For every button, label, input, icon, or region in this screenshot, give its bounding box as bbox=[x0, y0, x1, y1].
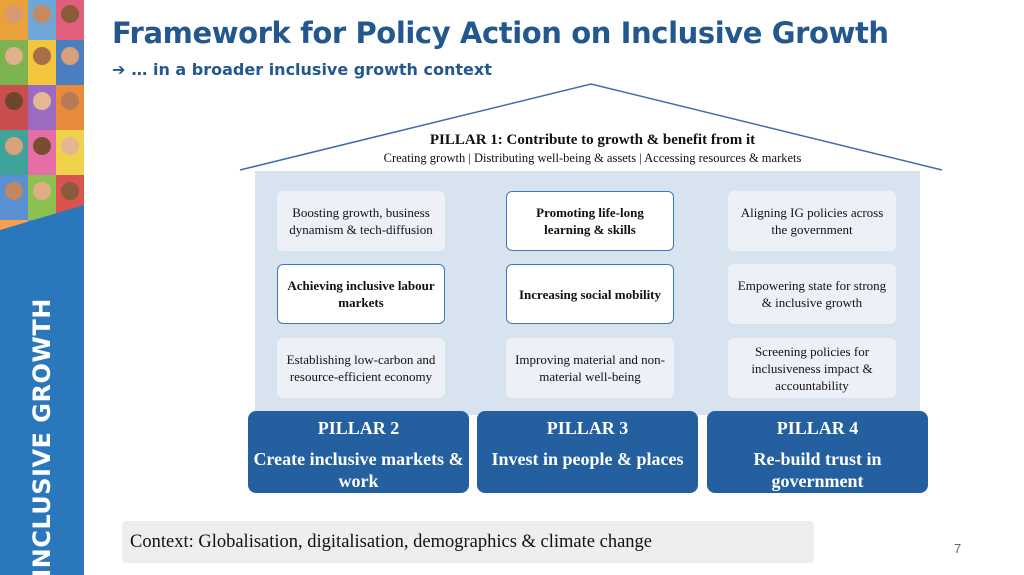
pillar-4-desc: Re-build trust in government bbox=[753, 449, 882, 491]
sidebar-label: INCLUSIVE GROWTH bbox=[28, 298, 56, 575]
page-number: 7 bbox=[954, 541, 962, 556]
pillar-2-desc: Create inclusive markets & work bbox=[253, 449, 464, 491]
pillar-4-name: PILLAR 4 bbox=[776, 418, 859, 438]
pillar-1: PILLAR 1: Contribute to growth & benefit… bbox=[320, 132, 865, 166]
pillar-3-name: PILLAR 3 bbox=[546, 418, 629, 438]
policy-box-aligning-policies: Aligning IG policies across the governme… bbox=[728, 191, 896, 251]
policy-box-low-carbon: Establishing low-carbon and resource-eff… bbox=[277, 338, 445, 398]
pillar-2-name: PILLAR 2 bbox=[317, 418, 400, 438]
pillar-1-title: PILLAR 1: Contribute to growth & benefit… bbox=[429, 132, 756, 148]
policy-box-lifelong-learning: Promoting life-long learning & skills bbox=[506, 191, 674, 251]
policy-box-labour-markets: Achieving inclusive labour markets bbox=[277, 264, 445, 324]
house-roof bbox=[239, 83, 943, 171]
policy-box-well-being: Improving material and non-material well… bbox=[506, 338, 674, 398]
pillar-3-desc: Invest in people & places bbox=[491, 449, 684, 469]
pillar-4: PILLAR 4 Re-build trust in government bbox=[707, 411, 928, 493]
sidebar: INCLUSIVE GROWTH bbox=[0, 0, 84, 575]
subtitle-text: … in a broader inclusive growth context bbox=[131, 60, 492, 79]
arrow-right-icon: ➔ bbox=[112, 60, 126, 79]
policy-box-social-mobility: Increasing social mobility bbox=[506, 264, 674, 324]
page-subtitle: ➔ … in a broader inclusive growth context bbox=[112, 60, 492, 79]
pillar-1-subtitle: Creating growth | Distributing well-bein… bbox=[383, 151, 802, 165]
crowd-illustration bbox=[0, 0, 84, 300]
policy-box-boosting-growth: Boosting growth, business dynamism & tec… bbox=[277, 191, 445, 251]
pillar-2: PILLAR 2 Create inclusive markets & work bbox=[248, 411, 469, 493]
context-box: Context: Globalisation, digitalisation, … bbox=[122, 521, 814, 563]
page-title: Framework for Policy Action on Inclusive… bbox=[112, 16, 889, 50]
policy-box-empowering-state: Empowering state for strong & inclusive … bbox=[728, 264, 896, 324]
pillar-3: PILLAR 3 Invest in people & places bbox=[477, 411, 698, 493]
policy-box-screening-policies: Screening policies for inclusiveness imp… bbox=[728, 338, 896, 398]
